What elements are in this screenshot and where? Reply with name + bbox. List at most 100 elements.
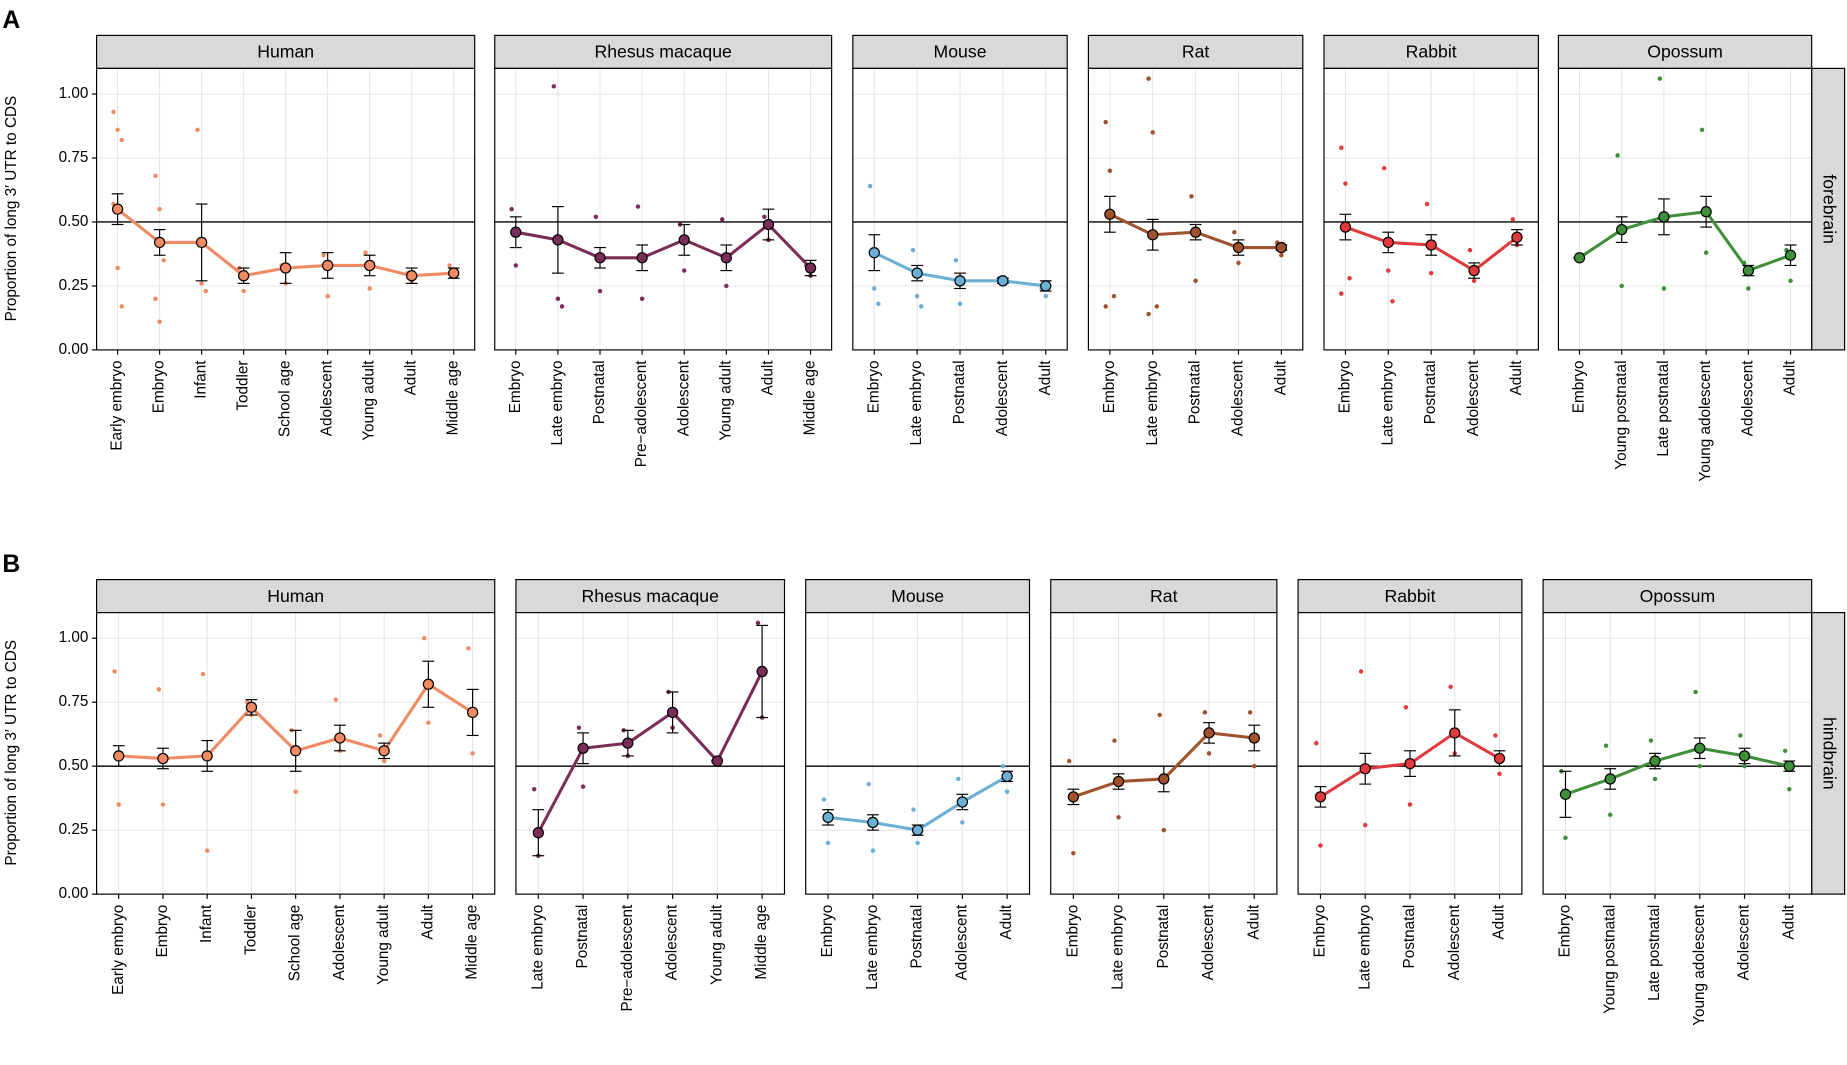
data-point (953, 258, 959, 263)
x-tick-label: Embryo (1557, 905, 1574, 958)
mean-marker (237, 270, 250, 282)
data-point (426, 720, 431, 725)
data-point (1236, 260, 1241, 266)
data-point (639, 296, 645, 301)
x-tick-label: Adult (1508, 360, 1525, 396)
data-point (119, 304, 124, 309)
data-point (870, 848, 876, 853)
data-point (116, 802, 121, 807)
data-point (513, 263, 519, 268)
data-point (367, 286, 372, 291)
x-tick-label: Adolescent (1739, 360, 1756, 436)
x-tick-label: Adult (1491, 904, 1508, 940)
plot-background (515, 612, 785, 895)
mean-marker (1649, 755, 1661, 767)
x-tick-label: Postnatal (1155, 905, 1172, 969)
x-tick-label: Adolescent (953, 904, 970, 980)
plot-border (515, 612, 786, 895)
facet-strip (515, 579, 786, 614)
facet-strip (1811, 612, 1846, 895)
data-point (1746, 286, 1751, 291)
data-point (1154, 304, 1160, 309)
data-point (157, 319, 162, 325)
data-point (559, 304, 565, 309)
y-axis-label: Proportion of long 3′ UTR to CDS (3, 96, 20, 322)
x-tick-label: Postnatal (909, 905, 926, 969)
data-point (681, 268, 687, 273)
plot-border (494, 67, 833, 351)
x-tick-label: Adolescent (664, 904, 681, 980)
data-point (325, 293, 330, 299)
x-tick-label: Infant (198, 904, 215, 943)
mean-marker (1511, 231, 1523, 243)
plot-border (1557, 67, 1813, 351)
data-point (470, 751, 475, 756)
data-point (156, 687, 162, 692)
data-point (755, 620, 761, 626)
mean-marker (378, 745, 390, 757)
mean-marker (804, 262, 817, 274)
mean-marker (1232, 241, 1245, 254)
x-tick-label: Young adolescent (1697, 360, 1714, 482)
x-tick-label: Pre−adolescent (633, 360, 650, 467)
y-tick-label: 1.00 (59, 85, 89, 102)
mean-marker (1738, 750, 1751, 762)
mean-marker (867, 816, 879, 829)
x-tick-label: Postnatal (591, 361, 608, 425)
data-point (867, 183, 873, 189)
plot-border (96, 67, 476, 351)
mean-marker (1314, 791, 1327, 803)
x-tick-label: Late postnatal (1646, 905, 1663, 1001)
data-point (1657, 76, 1663, 81)
x-tick-label: Infant (193, 360, 210, 399)
x-tick-label: School age (287, 905, 304, 982)
data-point (1103, 304, 1108, 309)
mean-marker (636, 252, 648, 264)
mean-line (536, 670, 764, 834)
x-tick-label: Adolescent (675, 360, 692, 436)
data-point (1510, 217, 1516, 222)
y-tick-label: 0.00 (59, 885, 89, 902)
data-point (1252, 763, 1257, 769)
mean-marker (201, 750, 213, 762)
data-point (1071, 850, 1076, 856)
data-point (555, 296, 561, 301)
mean-marker (111, 203, 124, 215)
data-point (1157, 712, 1162, 718)
x-tick-label: Postnatal (1422, 361, 1439, 425)
mean-marker (113, 750, 125, 762)
x-tick-label: Embryo (865, 361, 882, 414)
mean-marker (1248, 732, 1260, 744)
mean-marker (594, 252, 606, 264)
data-point (1362, 822, 1368, 828)
data-point (1202, 710, 1208, 715)
data-point (1206, 751, 1212, 756)
facet-strip (1323, 34, 1539, 69)
data-point (153, 296, 158, 301)
x-tick-label: Young adult (361, 360, 378, 441)
y-tick-label: 0.50 (59, 213, 89, 230)
data-point (1697, 763, 1702, 769)
x-tick-label: Late embryo (529, 905, 546, 990)
data-point (363, 250, 368, 255)
plot-border (1542, 612, 1813, 895)
x-tick-label: Young adult (375, 904, 392, 985)
data-point (321, 252, 326, 258)
facet-strip (96, 34, 476, 69)
mean-marker (1604, 773, 1616, 785)
mean-marker (1616, 223, 1628, 236)
mean-marker (1203, 727, 1215, 739)
plot-border (96, 612, 496, 895)
mean-marker (510, 226, 522, 238)
data-point (1471, 278, 1477, 284)
data-point (199, 281, 204, 286)
mean-marker (1694, 742, 1706, 754)
x-tick-label: Postnatal (1401, 905, 1418, 969)
data-point (422, 635, 427, 641)
x-tick-label: Adolescent (319, 360, 336, 436)
data-point (957, 301, 963, 307)
x-tick-label: Embryo (507, 361, 524, 414)
data-point (333, 697, 339, 702)
facet-title: Rabbit (1384, 586, 1435, 606)
mean-marker (1275, 241, 1288, 254)
